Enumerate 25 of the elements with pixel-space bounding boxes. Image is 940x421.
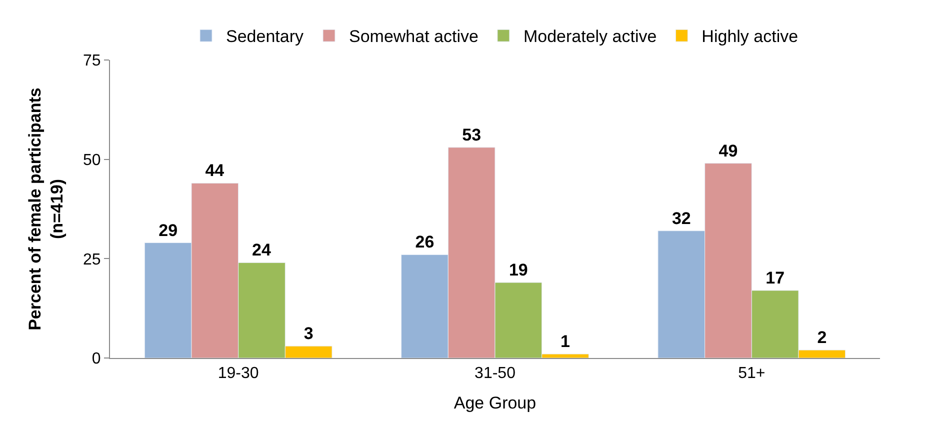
y-tick-label: 25: [83, 251, 101, 268]
data-label: 29: [158, 220, 178, 240]
data-label: 19: [508, 260, 528, 280]
y-tick-label: 50: [83, 152, 101, 169]
data-label: 3: [304, 324, 314, 344]
legend-label: Somewhat active: [348, 27, 478, 46]
data-label: 44: [205, 161, 225, 180]
x-axis-title: Age Group: [454, 394, 536, 413]
data-label: 2: [817, 328, 827, 348]
x-tick-label: 51+: [738, 365, 766, 382]
legend-label: Highly active: [702, 27, 798, 46]
data-label: 17: [766, 268, 785, 288]
y-axis-title: Percent of female participants (n=419): [25, 88, 67, 330]
legend-label: Moderately active: [523, 27, 657, 46]
data-label: 24: [252, 240, 272, 260]
x-tick-label: 19-30: [218, 365, 259, 382]
legend-label: Sedentary: [226, 27, 304, 46]
y-tick-label: 0: [92, 350, 101, 368]
x-tick-label: 31-50: [474, 365, 516, 382]
y-tick-label: 75: [83, 52, 101, 70]
data-label: 26: [415, 232, 434, 252]
data-label: 1: [560, 332, 570, 352]
data-label: 49: [718, 141, 738, 160]
data-label: 32: [672, 208, 691, 228]
data-label: 53: [462, 125, 482, 144]
